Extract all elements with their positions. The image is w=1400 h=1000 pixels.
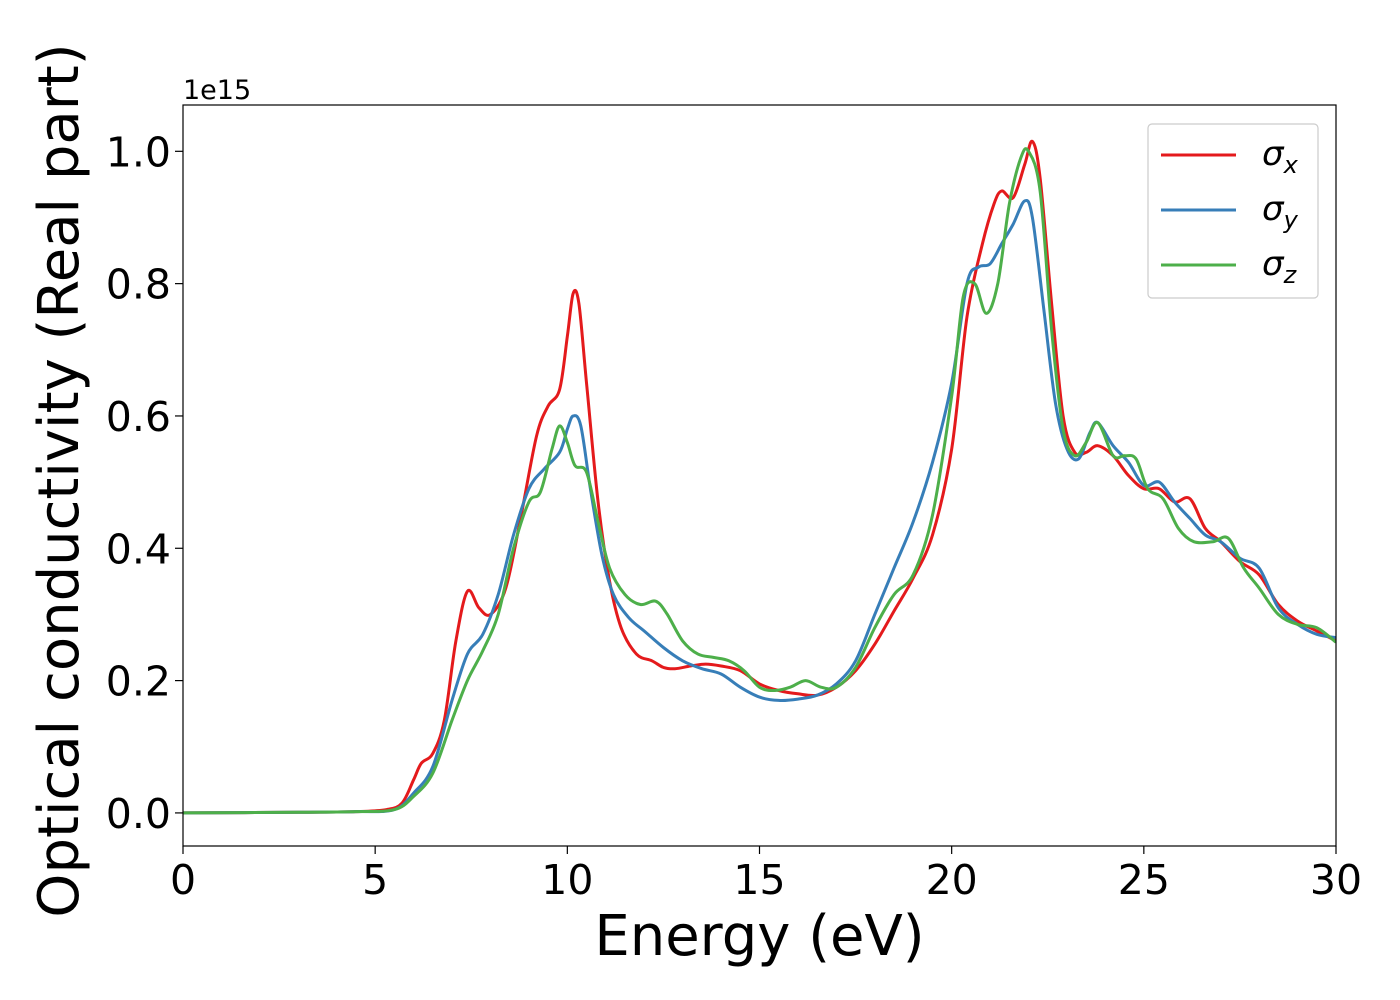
x-tick-label: 10 <box>541 856 593 904</box>
legend: σx σy σz <box>1147 123 1319 299</box>
y-tick-label: 0.2 <box>106 658 171 706</box>
x-tick-label: 15 <box>733 856 785 904</box>
x-axis-title: Energy (eV) <box>594 904 924 969</box>
plot-area <box>183 139 1336 815</box>
series-line-sigma-x <box>183 139 1336 815</box>
y-tick-label: 0.0 <box>106 790 171 838</box>
x-tick-label: 5 <box>362 856 388 904</box>
axis-ticks: 0 5 10 15 20 25 30 0.0 0.2 0.4 0.6 0.8 1.0 <box>106 128 1362 904</box>
legend-label-sigma-z: σz <box>1262 244 1298 289</box>
x-tick-label: 0 <box>170 856 196 904</box>
y-tick-label: 0.8 <box>106 261 171 309</box>
y-tick-label: 0.6 <box>106 393 171 441</box>
y-tick-label: 1.0 <box>106 128 171 176</box>
y-offset-text: 1e15 <box>183 75 251 106</box>
y-tick-label: 0.4 <box>106 525 171 573</box>
x-tick-label: 25 <box>1118 856 1170 904</box>
x-tick-label: 30 <box>1310 856 1362 904</box>
y-axis-title: Optical conductivity (Real part) <box>27 43 92 917</box>
x-tick-label: 20 <box>926 856 978 904</box>
series-line-sigma-z <box>183 147 1336 815</box>
legend-label-sigma-y: σy <box>1262 189 1299 234</box>
legend-label-sigma-x: σx <box>1262 134 1299 179</box>
series-line-sigma-y <box>183 198 1336 815</box>
